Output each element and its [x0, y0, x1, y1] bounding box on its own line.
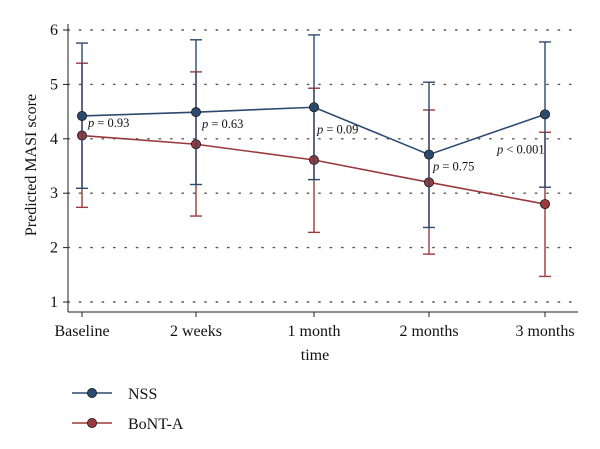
data-point [77, 110, 88, 121]
y-axis-title: Predicted MASI score [23, 94, 40, 236]
data-point [423, 149, 434, 160]
y-tick-label: 1 [50, 294, 58, 311]
p-value-annotation: p < 0.001 [496, 142, 545, 156]
legend-marker [87, 417, 98, 428]
y-tick-label: 4 [50, 131, 58, 148]
x-tick-label: Baseline [54, 323, 109, 340]
y-tick-label: 3 [50, 185, 58, 202]
legend-marker [87, 387, 98, 398]
axes: 1 2 3 4 5 6 Baseline 2 weeks 1 month 2 months 3 mo… [50, 22, 578, 340]
y-tick-label: 5 [50, 76, 58, 93]
legend-label: BoNT-A [128, 416, 184, 433]
data-point [540, 109, 551, 120]
x-tick-label: 3 months [515, 323, 574, 340]
x-tick-label: 2 weeks [170, 323, 222, 340]
data-point [190, 107, 201, 118]
annotations: p = 0.93 p = 0.63 p = 0.09 p = 0.75 p < 0.00… [87, 116, 545, 174]
y-tick-label: 2 [50, 240, 58, 257]
p-value-annotation: p = 0.63 [201, 117, 243, 131]
x-axis-title: time [301, 347, 329, 364]
x-tick-label: 2 months [399, 323, 458, 340]
p-value-annotation: p = 0.75 [432, 159, 474, 173]
series-nss [76, 34, 551, 229]
x-tick-label: 1 month [288, 323, 341, 340]
y-tick-label: 6 [50, 22, 58, 39]
gridlines [67, 29, 579, 303]
legend-item-bont-a: BoNT-A [72, 416, 184, 433]
p-value-annotation: p = 0.93 [87, 116, 129, 130]
legend: NSS BoNT-A [72, 386, 184, 433]
series-layer [76, 34, 551, 278]
p-value-annotation: p = 0.09 [316, 122, 358, 136]
data-point [308, 102, 319, 113]
legend-item-nss: NSS [72, 386, 157, 403]
legend-label: NSS [128, 386, 157, 403]
data-point [540, 199, 551, 210]
